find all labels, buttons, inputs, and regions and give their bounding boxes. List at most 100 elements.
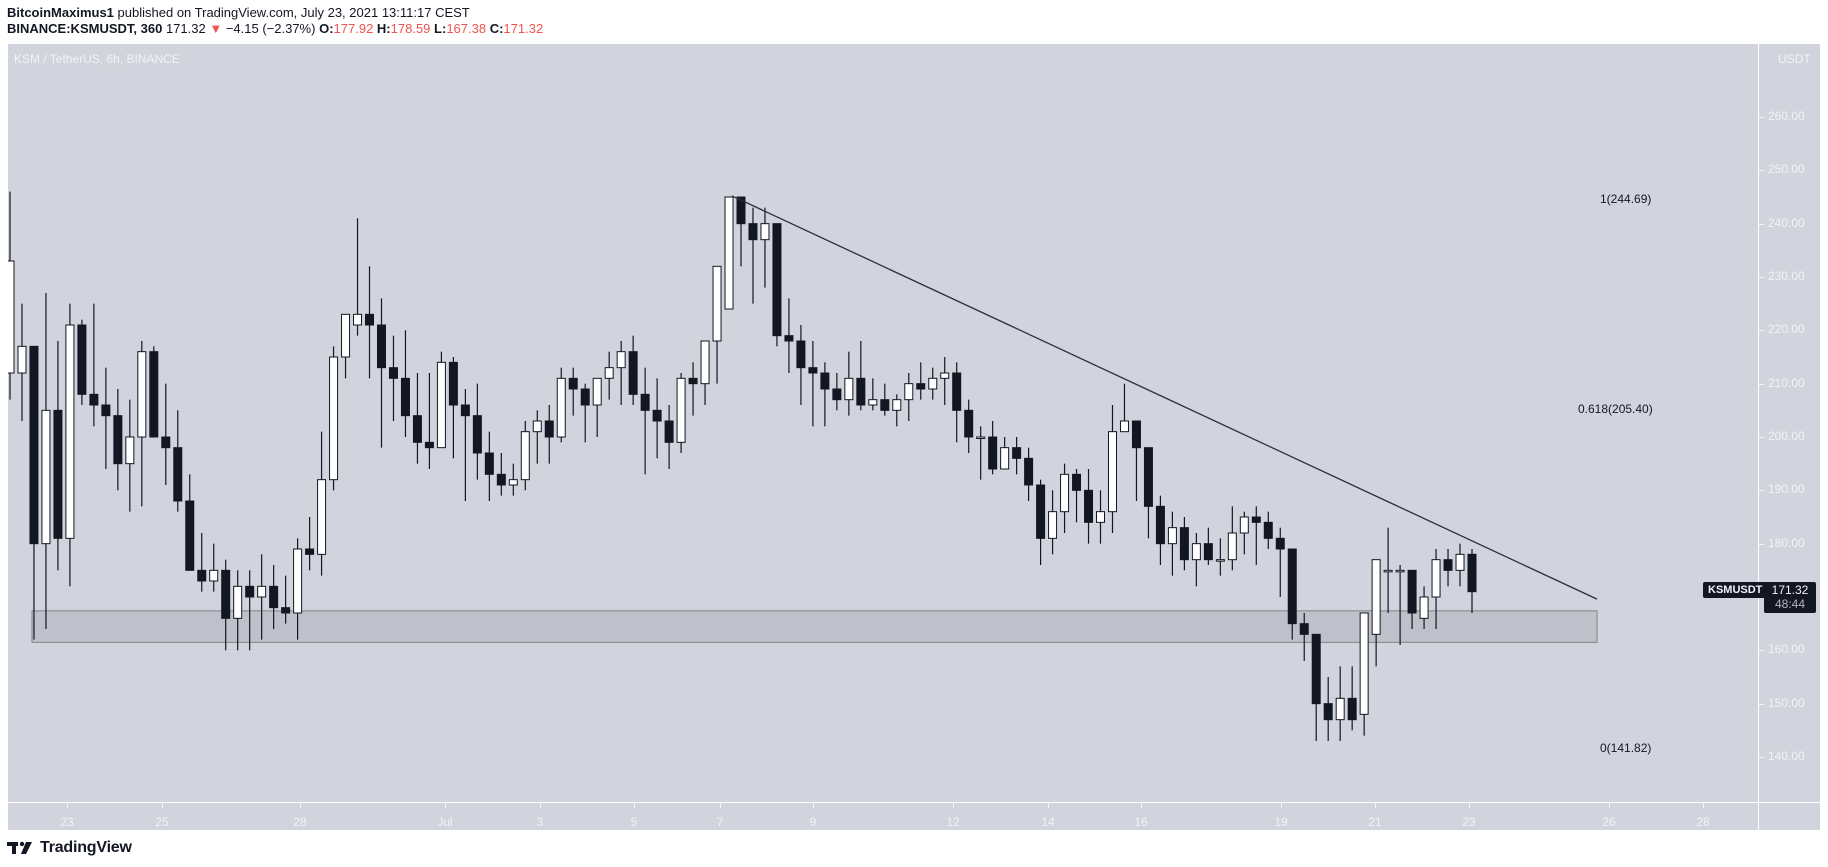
bull-candle: [1060, 473, 1070, 513]
bear-candle: [89, 393, 99, 406]
time-tick-mark: [445, 803, 446, 808]
price-tick-label: 200.00: [1768, 429, 1805, 443]
price-tick-mark: [1759, 330, 1764, 332]
bull-candle: [1107, 431, 1117, 513]
tradingview-logo-icon: [7, 841, 32, 854]
bear-candle: [245, 585, 255, 598]
bull-candle: [137, 351, 147, 438]
price-tick-mark: [1759, 170, 1764, 172]
bear-candle: [53, 409, 63, 539]
bear-candle: [376, 324, 386, 369]
bear-candle: [1143, 447, 1153, 507]
bear-candle: [305, 548, 315, 555]
time-tick-label: Jul: [437, 815, 453, 829]
time-tick-mark: [720, 803, 721, 808]
bull-candle: [1395, 569, 1405, 573]
time-tick-label: 7: [716, 815, 724, 829]
bear-candle: [736, 196, 746, 225]
bull-candle: [329, 356, 339, 481]
bull-candle: [1227, 532, 1237, 561]
fib-label-1: 1(244.69): [1600, 192, 1652, 206]
time-tick-mark: [540, 803, 541, 808]
price-tick-label: 160.00: [1768, 642, 1805, 657]
time-tick-mark: [813, 803, 814, 808]
time-tick-mark: [67, 803, 68, 808]
price-tick-label: 260.00: [1768, 109, 1805, 123]
bear-candle: [1155, 505, 1165, 545]
bear-candle: [448, 361, 458, 406]
tradingview-logo[interactable]: TradingView: [7, 839, 132, 857]
bear-candle: [221, 569, 231, 619]
publish-info: BitcoinMaximus1 published on TradingView…: [7, 5, 470, 20]
time-tick-mark: [1048, 803, 1049, 808]
bull-candle: [1191, 543, 1201, 561]
time-tick-label: 23: [1462, 815, 1476, 829]
bear-candle: [77, 324, 87, 395]
open-label: O:: [319, 21, 334, 36]
bear-candle: [400, 377, 410, 417]
bear-candle: [664, 420, 674, 443]
bull-candle: [1383, 569, 1393, 573]
time-tick-mark: [162, 803, 163, 808]
bear-candle: [748, 223, 758, 241]
bear-candle: [1323, 703, 1333, 721]
low-value: 167.38: [446, 21, 487, 36]
bull-candle: [1371, 559, 1381, 635]
bull-candle: [1119, 420, 1129, 433]
bear-candle: [1203, 543, 1213, 561]
last-price-tag: 171.32 48:44: [1764, 581, 1816, 613]
bear-candle: [640, 393, 650, 411]
bull-candle: [928, 377, 938, 390]
bear-candle: [173, 447, 183, 502]
time-tick-label: 5: [630, 815, 638, 829]
bear-candle: [161, 436, 171, 449]
bear-candle: [197, 569, 207, 582]
high-value: 178.59: [390, 21, 431, 36]
symbol-info-line: BINANCE:KSMUSDT, 360 171.32 ▼ −4.15 (−2.…: [7, 21, 543, 36]
bull-candle: [341, 313, 351, 358]
bear-candle: [1012, 447, 1022, 459]
bear-candle: [1347, 697, 1357, 721]
price-tick-mark: [1759, 383, 1764, 385]
price-tick-label: 230.00: [1768, 269, 1805, 283]
bull-candle: [892, 399, 902, 411]
candlestick-plot[interactable]: [8, 44, 1766, 802]
bear-candle: [856, 377, 866, 406]
price-axis[interactable]: [1759, 44, 1820, 830]
price-tick-mark: [1759, 757, 1764, 758]
bull-candle: [436, 361, 446, 449]
currency-label: USDT: [1778, 52, 1811, 66]
bull-candle: [1335, 697, 1345, 721]
price-tick-label: 190.00: [1768, 482, 1805, 497]
bear-candle: [952, 372, 962, 411]
bull-candle: [125, 436, 135, 465]
bear-candle: [388, 367, 398, 379]
bull-candle: [1000, 447, 1010, 470]
bear-candle: [1036, 484, 1046, 539]
bull-candle: [760, 223, 770, 241]
bull-candle: [616, 351, 626, 369]
price-tick-mark: [1759, 277, 1764, 278]
time-tick-label: 16: [1134, 815, 1148, 829]
bear-candle: [1275, 537, 1285, 550]
last-price: 171.32: [165, 21, 206, 36]
time-tick-mark: [1281, 803, 1282, 808]
bull-candle: [257, 585, 267, 598]
bear-candle: [688, 377, 698, 385]
bear-candle: [1407, 569, 1417, 614]
bear-candle: [412, 415, 422, 443]
bull-candle: [724, 196, 734, 310]
bull-candle: [1096, 511, 1106, 523]
symbol-resolution: BINANCE:KSMUSDT, 360: [7, 21, 163, 36]
bear-candle: [1443, 559, 1453, 571]
time-tick-mark: [1609, 803, 1610, 808]
price-tick-label: 240.00: [1768, 215, 1805, 230]
bear-candle: [472, 415, 482, 454]
bear-candle: [496, 473, 506, 486]
chart-pane[interactable]: KSM / TetherUS, 6h, BINANCE: [8, 44, 1766, 830]
bear-candle: [784, 335, 794, 342]
author-name[interactable]: BitcoinMaximus1: [7, 5, 114, 20]
bull-candle: [209, 569, 219, 582]
bull-candle: [293, 548, 303, 614]
bull-candle: [317, 479, 327, 555]
